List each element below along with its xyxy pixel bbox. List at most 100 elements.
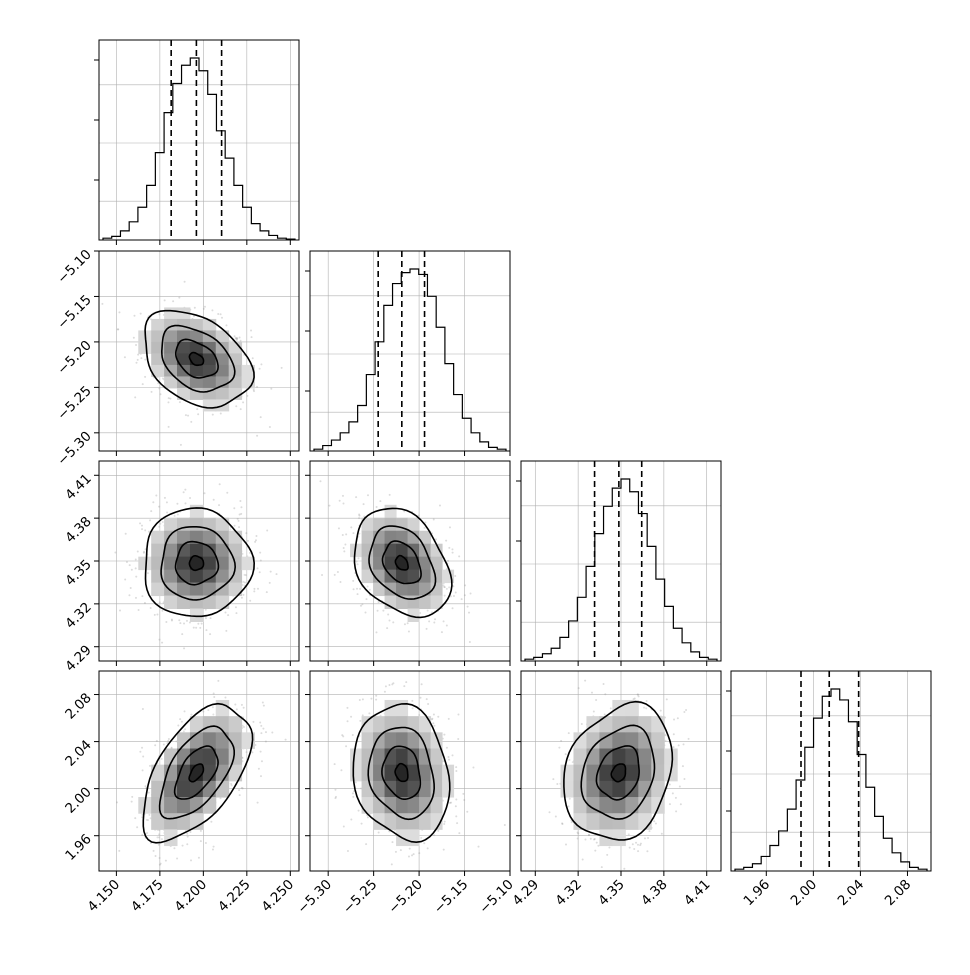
density-cell — [396, 556, 409, 571]
density-cell — [138, 341, 152, 354]
scatter-point — [406, 622, 409, 625]
scatter-point — [266, 529, 269, 532]
scatter-point — [678, 785, 681, 788]
scatter-point — [419, 611, 422, 614]
scatter-point — [220, 316, 223, 319]
scatter-point — [156, 836, 159, 839]
density-cell — [586, 732, 600, 749]
scatter-point — [447, 758, 450, 761]
scatter-point — [399, 849, 402, 852]
scatter-point — [321, 574, 324, 577]
scatter-point — [175, 740, 178, 743]
density-cell — [638, 780, 652, 798]
scatter-point — [451, 607, 454, 610]
scatter-point — [239, 499, 242, 502]
density-cell — [396, 797, 409, 814]
scatter-point — [196, 408, 199, 411]
density-cell — [384, 813, 397, 830]
scatter-point — [212, 713, 215, 716]
scatter-point — [143, 602, 146, 605]
scatter-point — [253, 390, 256, 393]
scatter-point — [338, 499, 341, 502]
scatter-point — [158, 833, 161, 836]
density-cell — [612, 699, 626, 717]
scatter-point — [664, 739, 667, 742]
scatter-point — [593, 838, 596, 841]
scatter-point — [149, 607, 152, 610]
scatter-point — [242, 706, 245, 709]
density-cell — [612, 748, 626, 766]
scatter-point — [239, 339, 242, 342]
scatter-point — [179, 622, 182, 625]
density-cell — [177, 307, 191, 320]
y-tick-label: −5.25 — [54, 383, 95, 424]
scatter-point — [234, 606, 237, 609]
scatter-point — [140, 524, 143, 527]
density-cell — [612, 797, 626, 814]
scatter-point — [391, 683, 394, 686]
scatter-point — [158, 863, 161, 866]
scatter-point — [143, 550, 146, 553]
scatter-point — [595, 699, 598, 702]
scatter-point — [682, 743, 685, 746]
scatter-point — [571, 761, 574, 764]
x-tick-label: −5.20 — [385, 877, 426, 918]
scatter-point — [463, 798, 466, 801]
scatter-point — [229, 528, 232, 531]
scatter-point — [584, 838, 587, 841]
scatter-point — [370, 697, 373, 700]
density-cell — [177, 341, 191, 354]
scatter-point — [390, 863, 393, 866]
scatter-point — [433, 724, 436, 727]
scatter-point — [101, 302, 104, 305]
scatter-point — [383, 690, 386, 693]
density-cell — [189, 330, 204, 343]
scatter-point — [375, 631, 378, 634]
density-cell — [384, 699, 397, 717]
scatter-point — [118, 849, 121, 852]
scatter-point — [158, 638, 161, 641]
scatter-point — [589, 837, 592, 840]
scatter-point — [262, 727, 265, 730]
scatter-point — [144, 358, 147, 361]
density-cell — [419, 748, 432, 766]
scatter-point — [352, 579, 355, 582]
histogram-step — [734, 688, 928, 871]
scatter-point — [447, 559, 450, 562]
panel-content — [99, 251, 299, 451]
scatter-point — [139, 312, 142, 315]
density-cell — [573, 732, 587, 749]
scatter-point — [203, 492, 206, 495]
scatter-point — [430, 611, 433, 614]
density-cell — [164, 569, 178, 584]
density-cell — [612, 732, 626, 749]
scatter-point — [249, 599, 252, 602]
scatter-point — [181, 633, 184, 636]
scatter-point — [587, 834, 590, 837]
scatter-point — [190, 420, 193, 423]
density-cell — [215, 732, 230, 749]
scatter-point — [346, 849, 349, 852]
y-tick-label: 4.41 — [62, 471, 95, 504]
scatter-point — [407, 630, 410, 633]
scatter-point — [209, 617, 212, 620]
scatter-point — [134, 596, 137, 599]
scatter-point — [639, 844, 642, 847]
scatter-point — [437, 715, 440, 718]
scatter-point — [375, 694, 378, 697]
scatter-point — [184, 728, 187, 731]
scatter-point — [407, 855, 410, 858]
density-cell — [407, 530, 420, 545]
scatter-point — [135, 361, 138, 364]
scatter-point — [256, 587, 259, 590]
panel-frame — [309, 670, 511, 872]
scatter-point — [239, 408, 242, 411]
density-cell — [189, 530, 204, 545]
scatter-point — [149, 519, 152, 522]
scatter-point — [677, 744, 680, 747]
x-tick-label: −5.30 — [294, 877, 335, 918]
scatter-point — [258, 367, 261, 370]
scatter-point — [341, 734, 344, 737]
scatter-point — [128, 594, 131, 597]
scatter-point — [233, 507, 236, 510]
